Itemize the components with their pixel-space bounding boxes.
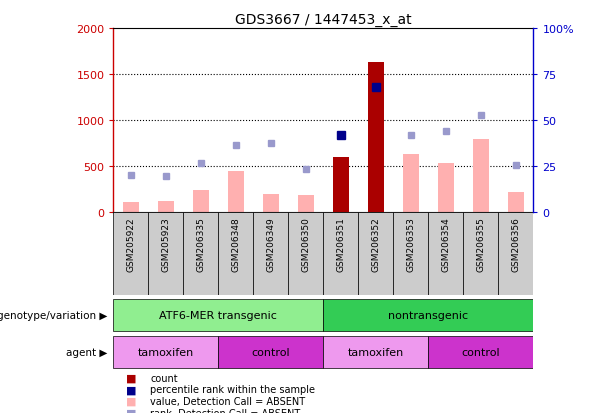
Text: GSM205922: GSM205922: [126, 217, 135, 271]
Bar: [368, 63, 384, 213]
Bar: [438, 164, 454, 213]
Text: GSM206350: GSM206350: [302, 217, 310, 272]
Text: ■: ■: [126, 408, 136, 413]
Text: GSM206351: GSM206351: [337, 217, 345, 272]
Bar: [218, 213, 253, 295]
Text: control: control: [251, 347, 290, 357]
Bar: [498, 213, 533, 295]
Text: tamoxifen: tamoxifen: [138, 347, 194, 357]
Bar: [333, 157, 349, 213]
Text: ■: ■: [126, 373, 136, 383]
Text: GSM206335: GSM206335: [196, 217, 205, 272]
Text: GSM206354: GSM206354: [441, 217, 451, 271]
Bar: [508, 193, 524, 213]
Bar: [324, 299, 533, 331]
Text: GSM206352: GSM206352: [371, 217, 380, 271]
Text: GSM206348: GSM206348: [231, 217, 240, 271]
Bar: [324, 213, 359, 295]
Bar: [473, 139, 489, 213]
Text: GSM206356: GSM206356: [511, 217, 520, 272]
Bar: [403, 155, 419, 213]
Bar: [113, 213, 148, 295]
Bar: [298, 195, 314, 213]
Bar: [394, 213, 428, 295]
Text: value, Detection Call = ABSENT: value, Detection Call = ABSENT: [150, 396, 305, 406]
Text: GSM206349: GSM206349: [267, 217, 275, 271]
Text: ■: ■: [126, 396, 136, 406]
Bar: [158, 202, 173, 213]
Text: GSM206353: GSM206353: [406, 217, 416, 272]
Bar: [148, 213, 183, 295]
Bar: [228, 171, 244, 213]
Text: control: control: [462, 347, 500, 357]
Text: GSM205923: GSM205923: [161, 217, 170, 271]
Bar: [193, 191, 209, 213]
Text: tamoxifen: tamoxifen: [348, 347, 404, 357]
Bar: [263, 195, 279, 213]
Bar: [428, 336, 533, 368]
Text: ■: ■: [126, 385, 136, 394]
Text: agent ▶: agent ▶: [66, 347, 107, 357]
Bar: [428, 213, 463, 295]
Text: count: count: [150, 373, 178, 383]
Text: nontransgenic: nontransgenic: [388, 310, 468, 320]
Bar: [463, 213, 498, 295]
Bar: [359, 213, 394, 295]
Bar: [253, 213, 288, 295]
Text: ATF6-MER transgenic: ATF6-MER transgenic: [159, 310, 277, 320]
Title: GDS3667 / 1447453_x_at: GDS3667 / 1447453_x_at: [235, 12, 412, 26]
Bar: [183, 213, 218, 295]
Text: rank, Detection Call = ABSENT: rank, Detection Call = ABSENT: [150, 408, 300, 413]
Bar: [113, 299, 324, 331]
Bar: [288, 213, 324, 295]
Bar: [113, 336, 218, 368]
Text: percentile rank within the sample: percentile rank within the sample: [150, 385, 315, 394]
Bar: [324, 336, 428, 368]
Text: GSM206355: GSM206355: [476, 217, 485, 272]
Text: genotype/variation ▶: genotype/variation ▶: [0, 310, 107, 320]
Bar: [218, 336, 324, 368]
Bar: [123, 203, 139, 213]
